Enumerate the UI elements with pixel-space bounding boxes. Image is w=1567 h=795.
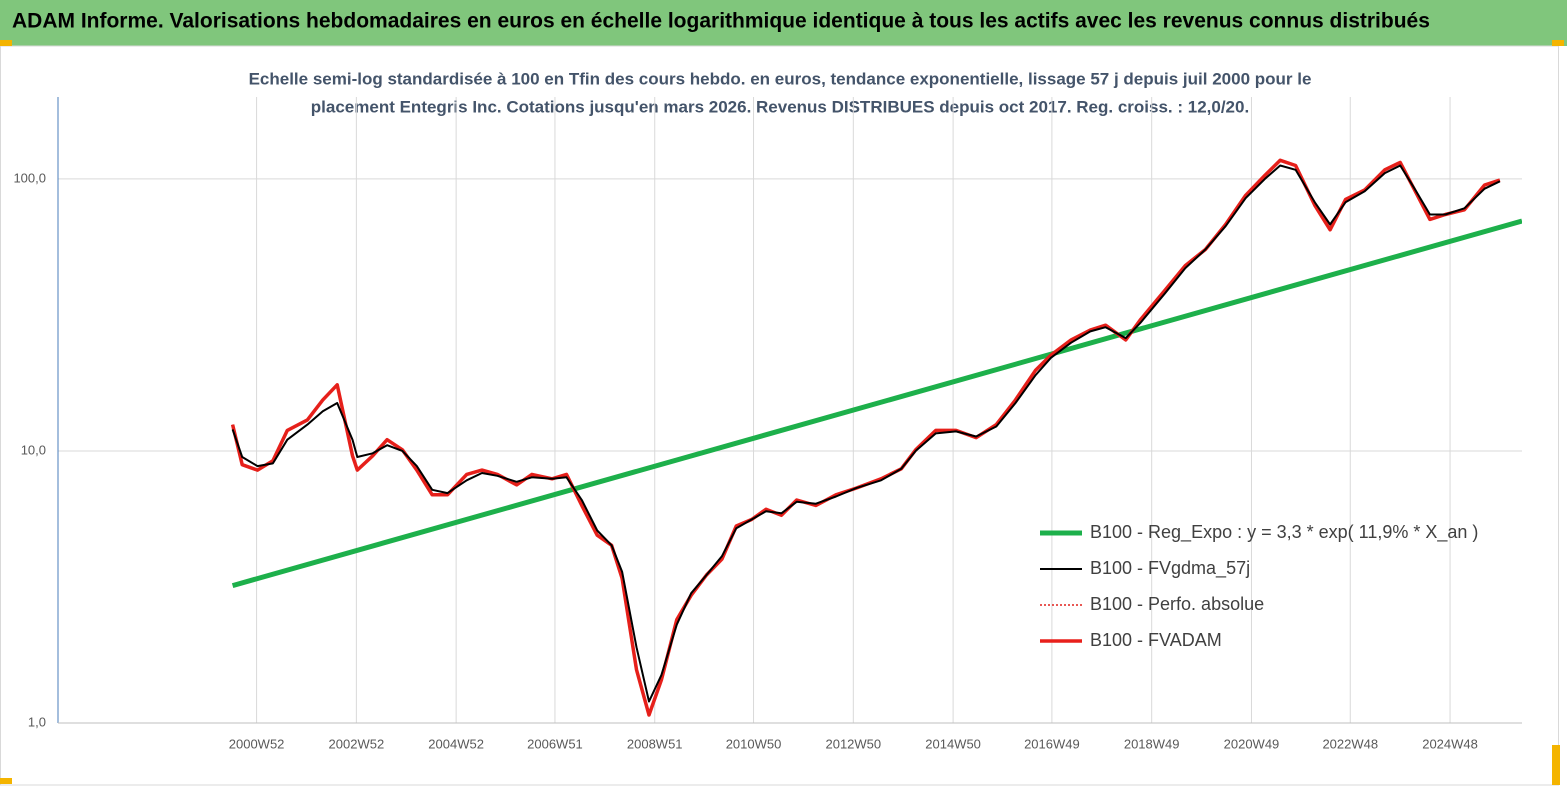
legend-label: B100 - Perfo. absolue bbox=[1090, 594, 1264, 614]
chart-subtitle: Echelle semi-log standardisée à 100 en T… bbox=[249, 69, 1312, 88]
x-tick-label: 2000W52 bbox=[229, 736, 285, 751]
series-line bbox=[231, 218, 1522, 589]
corner bbox=[0, 40, 12, 46]
series-line bbox=[231, 159, 1501, 716]
y-tick-label: 1,0 bbox=[28, 714, 46, 729]
x-tick-label: 2020W49 bbox=[1224, 736, 1280, 751]
legend-label: B100 - FVADAM bbox=[1090, 630, 1222, 650]
corner bbox=[1552, 745, 1560, 785]
legend-label: B100 - Reg_Expo : y = 3,3 * exp( 11,9% *… bbox=[1090, 522, 1478, 543]
header-title: ADAM Informe. Valorisations hebdomadaire… bbox=[12, 10, 1430, 33]
x-tick-label: 2022W48 bbox=[1322, 736, 1378, 751]
legend-label: B100 - FVgdma_57j bbox=[1090, 558, 1250, 579]
header-band bbox=[0, 0, 1567, 46]
x-tick-label: 2024W48 bbox=[1422, 736, 1478, 751]
x-tick-label: 2016W49 bbox=[1024, 736, 1080, 751]
series-line bbox=[230, 158, 1501, 717]
series-line bbox=[231, 164, 1501, 703]
x-tick-label: 2008W51 bbox=[627, 736, 683, 751]
x-tick-label: 2012W50 bbox=[825, 736, 881, 751]
chart-frame bbox=[0, 45, 1559, 786]
y-tick-label: 10,0 bbox=[21, 442, 46, 457]
corner bbox=[1552, 40, 1564, 46]
y-tick-label: 100,0 bbox=[13, 170, 46, 185]
corner bbox=[0, 778, 12, 784]
x-tick-label: 2004W52 bbox=[428, 736, 484, 751]
x-tick-label: 2006W51 bbox=[527, 736, 583, 751]
chart-subtitle: placement Entegris Inc. Cotations jusqu'… bbox=[311, 97, 1249, 116]
x-tick-label: 2010W50 bbox=[726, 736, 782, 751]
x-tick-label: 2002W52 bbox=[329, 736, 385, 751]
x-tick-label: 2014W50 bbox=[925, 736, 981, 751]
x-tick-label: 2018W49 bbox=[1124, 736, 1180, 751]
